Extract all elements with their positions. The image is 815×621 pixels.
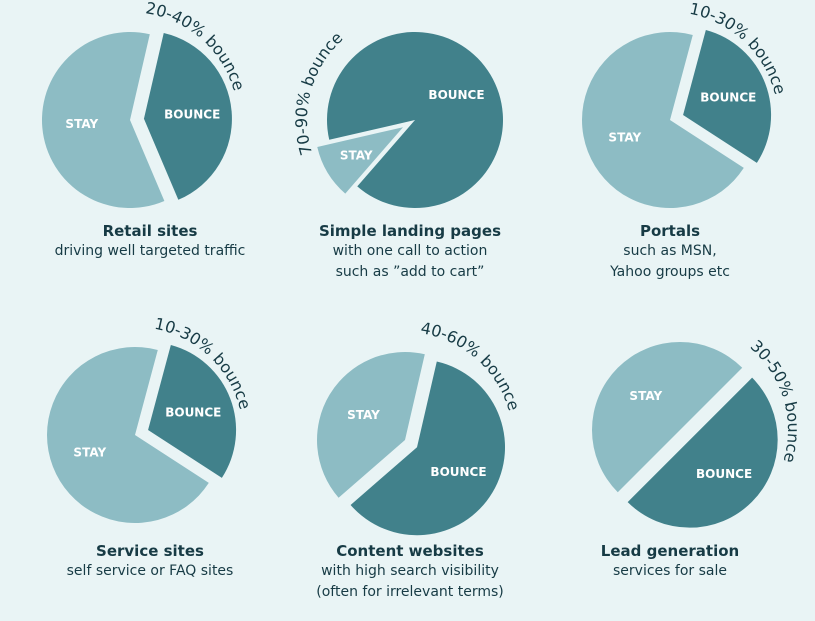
bounce-slice-label: BOUNCE (165, 406, 221, 420)
pie-title: Lead generation (600, 542, 740, 560)
stay-slice (46, 346, 209, 523)
bounce-slice (683, 29, 772, 163)
pie-title: Simple landing pages (318, 222, 501, 240)
stay-slice (581, 31, 744, 208)
stay-slice-label: STAY (73, 445, 106, 459)
pie-caption: Portals such as MSN, Yahoo groups etc (545, 221, 795, 283)
pie-subtitle-line: Yahoo groups etc (610, 264, 730, 280)
bounce-slice (327, 31, 504, 208)
bounce-slice-label: BOUNCE (696, 467, 752, 481)
pie-subtitle-line: services for sale (613, 563, 727, 579)
bounce-slice-label: BOUNCE (700, 91, 756, 105)
pie-subtitle-line: (often for irrelevant terms) (316, 584, 504, 600)
pie-title: Portals (639, 222, 701, 240)
pie-caption: Content websites with high search visibil… (285, 541, 535, 603)
pie-subtitle-line: driving well targeted traffic (54, 243, 246, 259)
stay-slice (317, 352, 425, 498)
pie-caption: Simple landing pages with one call to act… (285, 221, 535, 283)
pie-title: Retail sites (102, 222, 198, 240)
stay-slice-label: STAY (629, 389, 662, 403)
pie-subtitle-line: such as ”add to cart” (335, 264, 485, 280)
pie-caption: Retail sites driving well targeted traffi… (25, 221, 275, 262)
pie-subtitle-line: with high search visibility (321, 563, 499, 579)
stay-slice-label: STAY (65, 117, 98, 131)
bounce-slice (143, 33, 232, 200)
pie-caption: Service sites self service or FAQ sites (25, 541, 275, 582)
pie-subtitle-line: such as MSN, (623, 243, 717, 259)
bounce-slice (350, 361, 506, 536)
stay-slice-label: STAY (608, 130, 641, 144)
pie-subtitle-line: self service or FAQ sites (66, 563, 234, 579)
stay-slice (317, 127, 403, 194)
stay-slice-label: STAY (347, 408, 380, 422)
bounce-slice-label: BOUNCE (428, 88, 484, 102)
bounce-slice (627, 377, 778, 528)
stay-slice-label: STAY (340, 148, 373, 162)
stay-slice (41, 32, 165, 209)
pie-title: Service sites (96, 542, 204, 560)
bounce-slice-label: BOUNCE (164, 108, 220, 122)
bounce-slice (148, 344, 237, 478)
pie-title: Content websites (336, 542, 484, 560)
bounce-slice-label: BOUNCE (430, 465, 486, 479)
pie-subtitle-line: with one call to action (332, 243, 488, 259)
stay-slice (591, 341, 743, 493)
pie-caption: Lead generation services for sale (545, 541, 795, 582)
